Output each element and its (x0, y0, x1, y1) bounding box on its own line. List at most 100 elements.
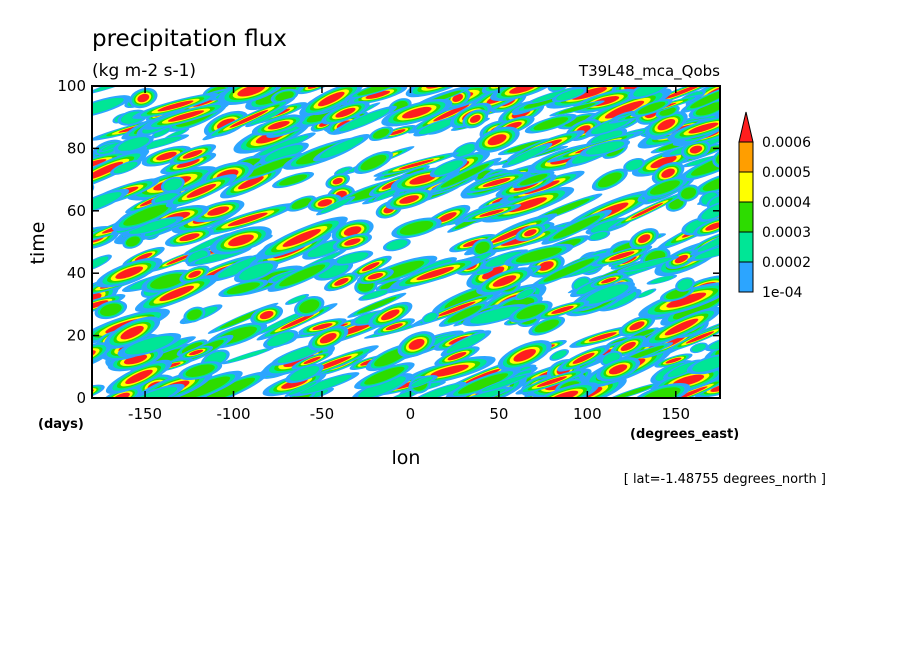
precip-contour (188, 235, 227, 253)
precip-contour (398, 159, 434, 170)
precip-contour (320, 198, 351, 214)
precip-contour (633, 86, 668, 97)
precip-contour (157, 100, 194, 112)
precip-contour (303, 356, 321, 365)
x-tick-label: 0 (406, 405, 416, 423)
precip-contour (697, 227, 720, 252)
precip-contour (470, 306, 522, 324)
precip-contour (481, 375, 527, 392)
precip-contour (319, 333, 337, 344)
precip-contour (360, 154, 387, 171)
precip-contour (264, 145, 304, 162)
precip-contour (694, 242, 720, 260)
precip-contour (491, 225, 531, 244)
precip-contour (688, 122, 719, 134)
precip-contour (638, 289, 655, 298)
precip-contour (288, 381, 317, 395)
precip-contour (279, 264, 326, 287)
precip-contour (423, 312, 437, 323)
x-tick-label: -150 (128, 405, 162, 423)
precip-contour (238, 176, 264, 190)
precip-contour (601, 277, 617, 284)
colorbar-level-label: 0.0004 (762, 195, 811, 211)
precip-contour (572, 352, 595, 364)
precip-contour (549, 390, 579, 398)
precip-contour (702, 175, 720, 191)
precip-contour (92, 292, 102, 307)
precip-contour (408, 338, 425, 350)
precip-contour (492, 275, 517, 287)
plot-area (76, 85, 721, 399)
precip-contour (279, 174, 308, 186)
precip-contour (691, 343, 706, 352)
precip-contour (312, 323, 333, 331)
latitude-note: [ lat=-1.48755 degrees_north ] (624, 472, 826, 487)
precip-contour (674, 254, 689, 264)
precip-contour (513, 348, 536, 362)
precip-contour (608, 364, 628, 375)
precip-contour (299, 299, 320, 314)
precip-contour (229, 109, 269, 128)
precip-contour (664, 318, 699, 336)
precip-contour (92, 159, 107, 172)
y-tick-label: 100 (57, 77, 86, 95)
precip-contour (115, 266, 144, 279)
precip-contour (411, 376, 434, 387)
precip-contour (446, 333, 486, 354)
precip-contour (516, 304, 546, 320)
y-tick-label: 20 (67, 327, 86, 345)
precip-contour (267, 120, 290, 130)
precip-contour (163, 178, 183, 191)
precip-contour (204, 377, 256, 398)
precip-contour (681, 187, 697, 199)
precip-contour (588, 332, 617, 342)
precip-contour (76, 181, 94, 196)
precip-contour (189, 349, 204, 356)
precip-contour (437, 212, 457, 223)
precip-contour (299, 374, 352, 394)
precip-contour (669, 198, 684, 210)
precip-contour (620, 341, 636, 351)
precip-contour (475, 241, 490, 254)
precip-contour (93, 86, 137, 92)
precip-contour (227, 212, 268, 227)
precip-contour (485, 251, 522, 267)
precip-contour (447, 352, 467, 361)
precip-contour (479, 209, 504, 217)
precip-contour (358, 376, 406, 398)
precip-contour (180, 376, 231, 398)
precip-contour (318, 262, 349, 279)
precip-contour (719, 357, 720, 370)
precip-contour (179, 233, 200, 242)
precip-contour (389, 129, 406, 136)
precip-contour (533, 117, 569, 131)
precip-contour (657, 119, 676, 131)
precip-contour (558, 103, 596, 114)
chart-units: (kg m-2 s-1) (92, 61, 196, 81)
precip-contour (291, 198, 312, 209)
precip-contour (440, 163, 490, 188)
precip-contour (551, 305, 574, 314)
precip-contour (277, 345, 321, 364)
dataset-label: T39L48_mca_Qobs (578, 62, 720, 81)
precip-contour (543, 258, 595, 282)
precip-contour (187, 309, 202, 320)
precip-contour (159, 285, 195, 302)
precip-contour (339, 109, 390, 132)
precip-contour (649, 180, 680, 195)
precip-contour (365, 90, 391, 99)
x-tick-label: 150 (661, 405, 690, 423)
y-tick-label: 40 (67, 264, 86, 282)
precip-contour (666, 292, 707, 308)
precip-contour (92, 192, 122, 214)
precip-contour (186, 183, 217, 198)
precip-contour (228, 234, 254, 247)
precip-contour (317, 91, 345, 107)
precip-contour (336, 252, 369, 264)
y-axis: 0 20 40 60 80 100 (57, 77, 720, 407)
precip-contour (695, 102, 720, 116)
precip-contour (361, 262, 380, 272)
y-axis-units: (days) (38, 417, 84, 432)
precip-contour (705, 222, 720, 231)
precip-contour (343, 226, 362, 236)
